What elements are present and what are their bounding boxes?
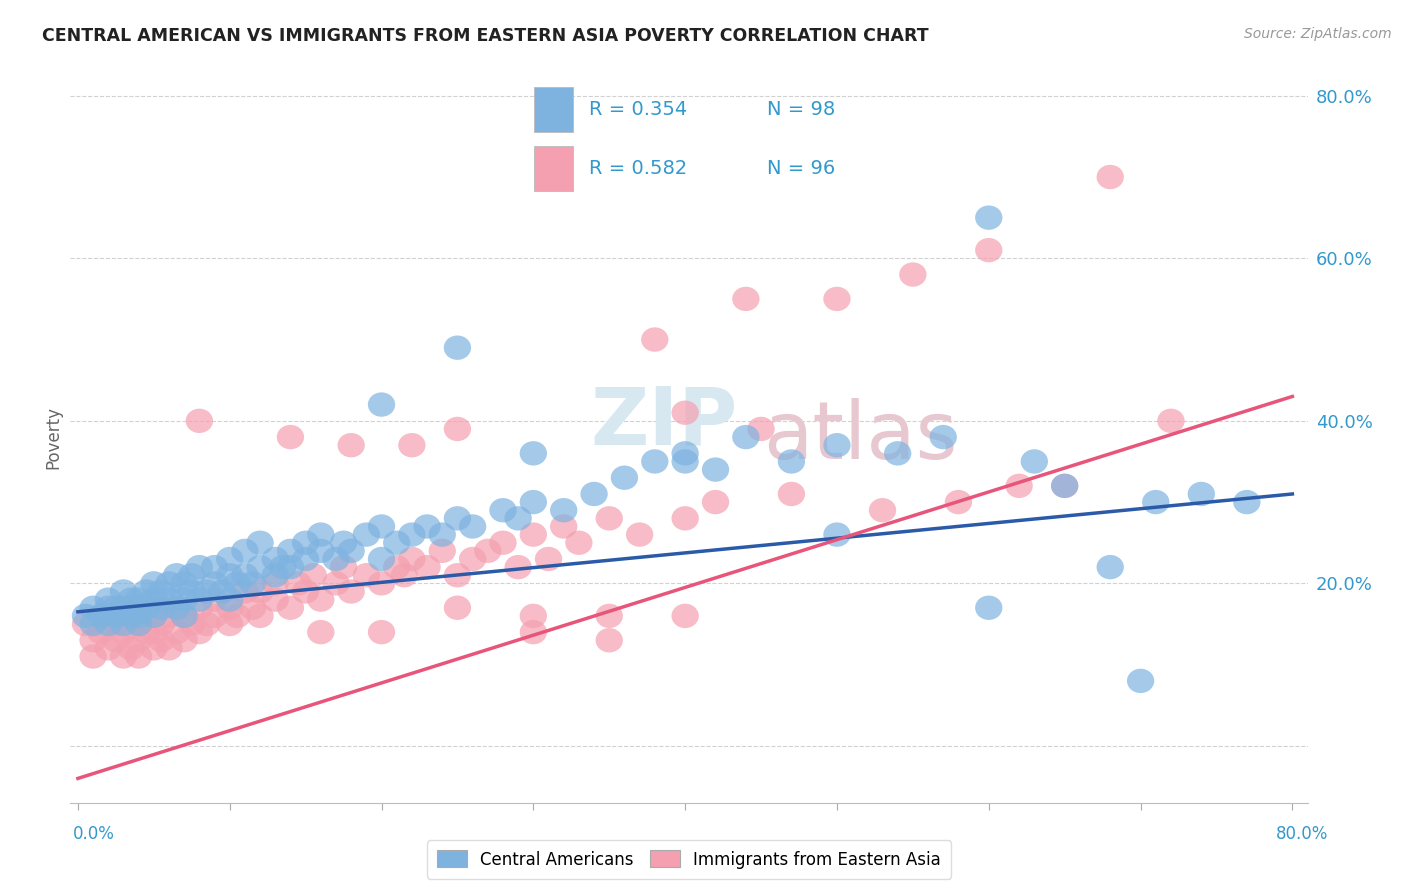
Text: CENTRAL AMERICAN VS IMMIGRANTS FROM EASTERN ASIA POVERTY CORRELATION CHART: CENTRAL AMERICAN VS IMMIGRANTS FROM EAST… [42, 27, 929, 45]
Text: 80.0%: 80.0% [1277, 825, 1329, 843]
Y-axis label: Poverty: Poverty [44, 406, 62, 468]
Text: atlas: atlas [763, 398, 957, 476]
Text: 0.0%: 0.0% [73, 825, 115, 843]
Text: ZIP: ZIP [591, 384, 737, 461]
Legend: Central Americans, Immigrants from Eastern Asia: Central Americans, Immigrants from Easte… [426, 840, 952, 879]
Text: Source: ZipAtlas.com: Source: ZipAtlas.com [1244, 27, 1392, 41]
